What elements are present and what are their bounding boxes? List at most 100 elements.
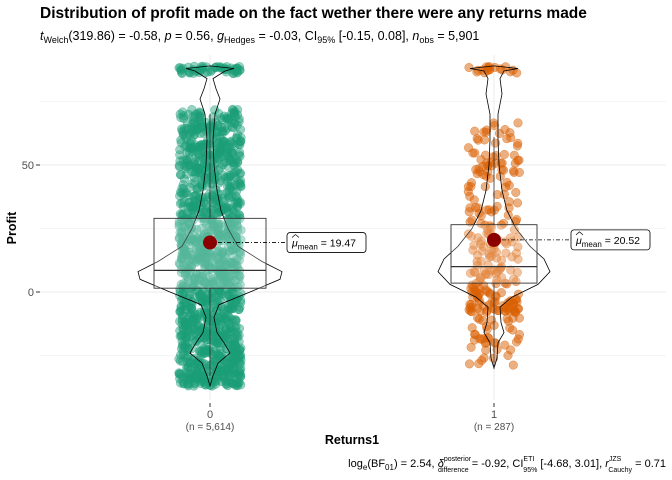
data-point xyxy=(217,137,227,147)
data-point xyxy=(466,342,476,352)
data-point xyxy=(221,228,231,239)
data-point xyxy=(190,379,200,389)
gridlines xyxy=(40,55,666,400)
data-point xyxy=(229,343,239,353)
data-point xyxy=(225,323,235,333)
data-point xyxy=(219,137,229,147)
data-point xyxy=(229,108,239,118)
data-point xyxy=(212,134,222,144)
data-point xyxy=(514,167,524,177)
data-point xyxy=(235,151,245,161)
data-point xyxy=(224,291,235,301)
data-point xyxy=(181,332,191,343)
data-point xyxy=(228,364,238,374)
data-point xyxy=(234,323,245,334)
data-point xyxy=(181,322,191,332)
data-point xyxy=(485,221,495,231)
data-point xyxy=(470,126,480,136)
data-point xyxy=(174,258,184,268)
data-point xyxy=(192,236,203,246)
data-point xyxy=(469,195,479,205)
data-point xyxy=(230,198,240,208)
data-point xyxy=(207,217,217,227)
data-point xyxy=(231,355,242,365)
data-point xyxy=(221,205,231,215)
data-point xyxy=(175,191,185,201)
data-point xyxy=(190,316,200,326)
data-point xyxy=(176,188,186,198)
data-point xyxy=(201,296,211,306)
data-point xyxy=(229,259,239,269)
box-0 xyxy=(153,217,267,289)
data-point xyxy=(507,252,517,262)
x-tick-n-label: (n = 5,614) xyxy=(186,422,235,433)
data-point xyxy=(222,181,233,191)
data-point xyxy=(234,139,244,149)
data-point xyxy=(225,170,235,180)
data-point xyxy=(504,197,514,207)
data-point xyxy=(187,362,197,373)
data-point xyxy=(206,359,217,369)
data-point xyxy=(187,105,197,115)
data-point xyxy=(208,309,218,319)
data-point xyxy=(512,141,522,151)
data-point xyxy=(471,202,481,213)
data-point xyxy=(202,62,212,72)
data-point xyxy=(208,122,218,132)
data-point xyxy=(213,254,223,264)
data-point xyxy=(177,124,187,134)
chart-caption: loge(BF01) = 2.54, δposterior difference … xyxy=(348,456,666,474)
plot-groups: μmean = 19.47 μmean = 20.52 xyxy=(137,61,651,391)
data-point xyxy=(476,211,486,221)
data-point xyxy=(230,268,240,278)
data-point xyxy=(229,170,239,180)
data-point xyxy=(196,350,206,360)
data-point xyxy=(505,128,515,138)
data-point xyxy=(230,315,240,325)
data-point xyxy=(201,253,211,263)
data-point xyxy=(226,378,236,388)
box-1 xyxy=(450,224,538,284)
data-point xyxy=(464,62,474,73)
data-point xyxy=(234,62,245,72)
data-point xyxy=(182,162,192,172)
data-point xyxy=(232,381,242,391)
data-point xyxy=(175,284,185,294)
data-point xyxy=(179,259,189,269)
data-point xyxy=(204,265,214,275)
data-point xyxy=(219,356,229,366)
x-tick-label: 0 xyxy=(207,409,213,421)
data-point xyxy=(235,147,245,157)
data-point xyxy=(174,219,184,229)
chart-title: Distribution of profit made on the fact … xyxy=(40,5,587,22)
data-point xyxy=(467,323,477,333)
data-point xyxy=(188,234,198,244)
data-point xyxy=(227,303,237,313)
data-point xyxy=(183,264,194,274)
data-point xyxy=(224,192,234,202)
data-point xyxy=(180,188,190,198)
data-point xyxy=(179,123,190,133)
data-point xyxy=(216,376,226,387)
data-point xyxy=(468,148,478,158)
data-point xyxy=(221,271,231,281)
data-point xyxy=(217,126,227,136)
data-point xyxy=(175,356,185,366)
data-point xyxy=(199,216,210,226)
data-point xyxy=(474,298,484,308)
data-point xyxy=(179,174,189,184)
hat-mark xyxy=(291,234,300,238)
x-axis-label: Returns1 xyxy=(325,433,379,447)
x-tick-n-label: (n = 287) xyxy=(474,422,514,433)
data-point xyxy=(465,299,475,309)
data-point xyxy=(175,145,185,155)
data-point xyxy=(187,250,197,260)
data-point xyxy=(513,118,523,128)
data-point xyxy=(508,325,518,335)
data-point xyxy=(189,191,199,201)
data-point xyxy=(512,267,522,278)
data-point xyxy=(195,112,205,122)
mean-label: μmean = 19.47 xyxy=(291,238,356,252)
data-point xyxy=(193,165,203,175)
data-point xyxy=(211,376,221,386)
